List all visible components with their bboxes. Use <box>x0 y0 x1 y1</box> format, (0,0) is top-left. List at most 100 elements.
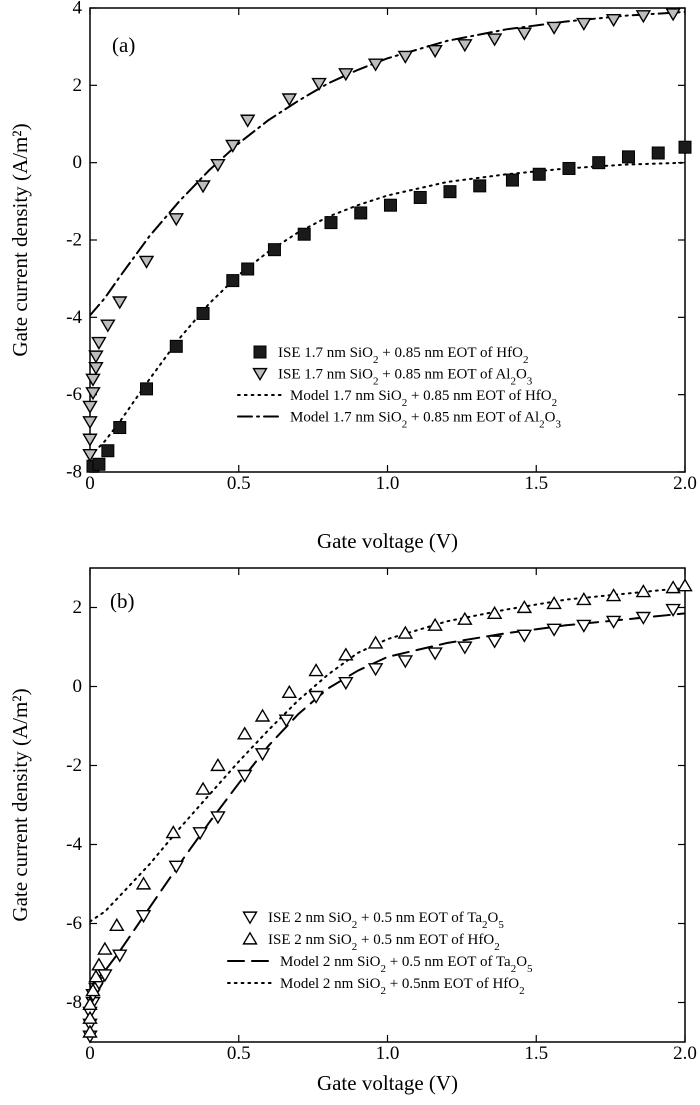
data-point-s0 <box>651 146 665 160</box>
data-point-s0 <box>140 382 154 396</box>
data-point-s0 <box>383 198 397 212</box>
data-point-s0 <box>605 615 622 629</box>
data-point-s1 <box>97 941 113 955</box>
y-tick-label: -4 <box>66 307 82 328</box>
data-point-s1 <box>457 39 473 53</box>
legend: ISE 1.7 nm SiO2 + 0.85 nm EOT of HfO2ISE… <box>237 345 561 431</box>
data-point-s1 <box>210 757 226 772</box>
legend-label: ISE 2 nm SiO2 + 0.5 nm EOT of HfO2 <box>268 932 500 953</box>
data-point-s1 <box>82 449 98 463</box>
data-point-s0 <box>562 161 576 175</box>
data-point-s1 <box>135 876 152 890</box>
x-tick-label: 0 <box>85 473 95 494</box>
data-point-s0 <box>443 185 457 199</box>
data-point-s1 <box>82 1024 98 1038</box>
data-point-s0 <box>226 274 240 288</box>
data-point-s1 <box>82 400 98 414</box>
data-point-s1 <box>427 44 443 59</box>
data-point-s1 <box>82 433 98 447</box>
y-axis-title: Gate current density (A/m²) <box>8 123 32 356</box>
x-tick-label: 1.0 <box>376 1043 400 1064</box>
data-point-s1 <box>85 373 101 387</box>
data-point-s1 <box>576 592 592 606</box>
legend-label: Model 1.7 nm SiO2 + 0.85 nm EOT of HfO2 <box>290 388 557 409</box>
data-point-s1 <box>88 969 104 983</box>
data-point-s0 <box>324 216 338 230</box>
data-point-s0 <box>254 748 271 762</box>
data-point-s1 <box>195 781 211 795</box>
y-tick-label: -6 <box>66 384 82 405</box>
data-point-s0 <box>516 629 533 643</box>
data-point-s0 <box>169 339 183 353</box>
data-point-s1 <box>486 605 503 619</box>
data-point-s0 <box>308 690 324 704</box>
data-point-s1 <box>85 983 101 997</box>
data-point-s1 <box>367 635 384 649</box>
series-line-3 <box>90 586 685 923</box>
legend-marker <box>253 345 267 359</box>
data-point-s1 <box>338 647 354 661</box>
data-point-s1 <box>85 387 101 401</box>
y-tick-label: 4 <box>73 0 83 19</box>
data-point-s1 <box>236 726 253 740</box>
data-point-s0 <box>135 910 152 924</box>
data-point-s0 <box>196 306 210 320</box>
y-axis-title: Gate current density (A/m²) <box>8 688 32 921</box>
legend-label: Model 2 nm SiO2 + 0.5 nm EOT of Ta2O5 <box>280 954 533 975</box>
data-point-s1 <box>195 180 211 194</box>
data-point-s0 <box>112 949 128 963</box>
data-point-s0 <box>367 663 384 677</box>
legend-label: Model 2 nm SiO2 + 0.5nm EOT of HfO2 <box>280 976 525 997</box>
legend-label: ISE 2 nm SiO2 + 0.5 nm EOT of Ta2O5 <box>268 910 504 931</box>
data-point-s1 <box>165 825 182 839</box>
data-point-s1 <box>486 33 503 47</box>
data-point-s0 <box>168 860 184 874</box>
y-tick-label: 2 <box>73 597 83 618</box>
data-point-s1 <box>254 708 271 722</box>
x-tick-label: 0.5 <box>227 1043 251 1064</box>
data-point-s1 <box>546 595 562 610</box>
x-tick-label: 1.5 <box>524 1043 548 1064</box>
data-point-s1 <box>397 50 414 64</box>
data-point-s0 <box>397 655 414 669</box>
data-point-s1 <box>367 58 384 72</box>
data-point-s0 <box>665 603 681 618</box>
data-point-s1 <box>605 14 622 28</box>
y-tick-label: 2 <box>73 75 83 96</box>
data-point-s1 <box>91 957 107 971</box>
data-point-s1 <box>138 255 155 269</box>
x-tick-label: 0.5 <box>227 473 251 494</box>
data-point-s1 <box>635 584 652 598</box>
data-point-s0 <box>236 769 253 783</box>
legend-marker <box>242 931 258 945</box>
data-point-s1 <box>546 21 562 35</box>
data-point-s0 <box>621 150 635 164</box>
data-point-s1 <box>112 296 128 310</box>
data-point-s1 <box>576 17 592 32</box>
data-point-s0 <box>338 676 354 691</box>
data-point-s0 <box>113 421 127 435</box>
y-tick-label: -2 <box>66 755 82 776</box>
data-point-s1 <box>88 350 104 364</box>
y-tick-label: -8 <box>66 992 82 1013</box>
data-point-s1 <box>281 684 298 698</box>
data-point-s1 <box>427 617 443 631</box>
data-point-s1 <box>239 114 256 128</box>
data-point-s1 <box>225 139 241 153</box>
legend-marker <box>242 911 258 925</box>
data-point-s0 <box>241 262 255 276</box>
data-point-s0 <box>678 140 692 154</box>
data-point-s1 <box>311 77 327 91</box>
x-axis-title: Gate voltage (V) <box>317 1071 458 1095</box>
series-line-2 <box>90 612 685 988</box>
data-point-s0 <box>297 227 311 241</box>
data-point-s0 <box>267 243 281 257</box>
data-point-s0 <box>635 611 652 625</box>
data-point-s1 <box>605 588 622 602</box>
data-point-s0 <box>210 811 226 825</box>
x-tick-label: 1.5 <box>524 473 548 494</box>
data-point-s1 <box>82 416 98 430</box>
data-point-s0 <box>92 457 106 471</box>
